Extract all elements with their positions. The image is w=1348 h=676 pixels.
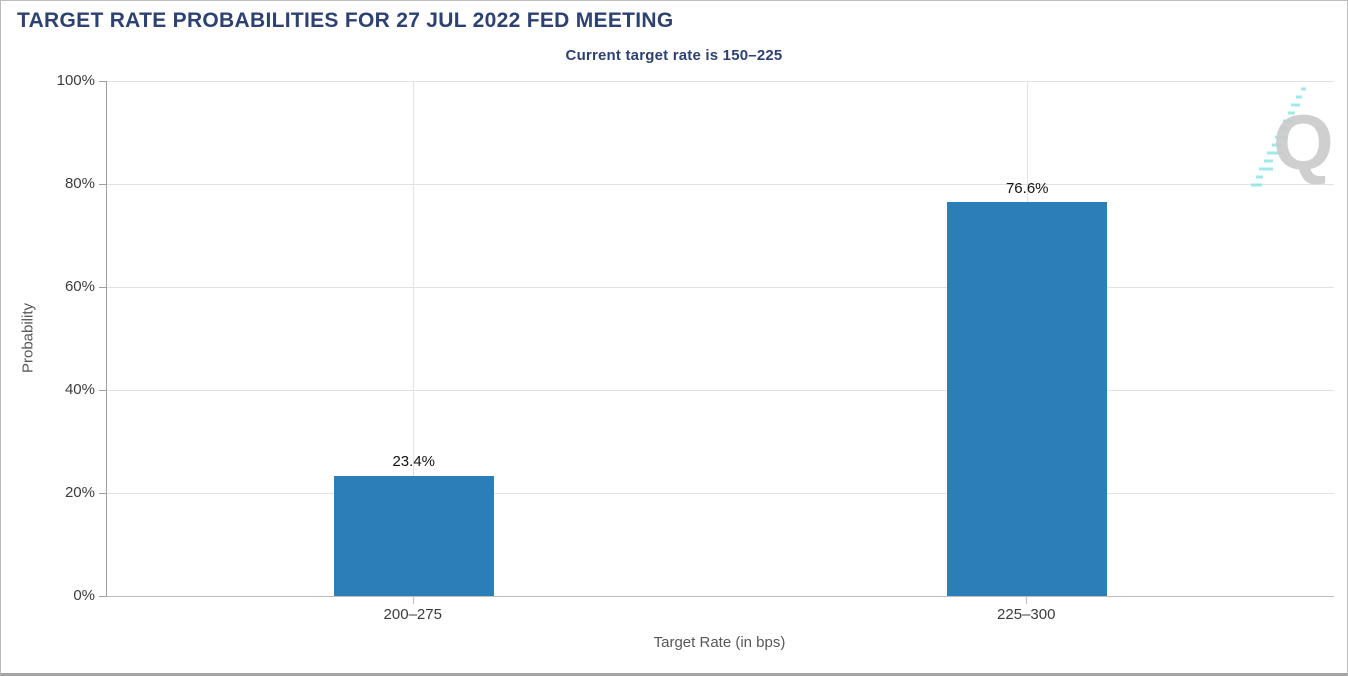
y-tick-label: 0% xyxy=(73,587,95,604)
bar-value-label: 76.6% xyxy=(1005,179,1049,197)
x-gridline xyxy=(413,81,415,596)
bar-value-label: 23.4% xyxy=(392,453,436,471)
y-tick-mark xyxy=(99,184,106,185)
y-gridline xyxy=(107,80,1334,82)
q-logo-icon: Q xyxy=(1251,87,1333,187)
y-gridline xyxy=(107,286,1334,288)
y-tick-mark xyxy=(99,287,106,288)
q-logo-speed-dashes xyxy=(1251,87,1306,187)
y-tick-label: 20% xyxy=(64,484,95,501)
y-tick-label: 40% xyxy=(64,381,95,398)
x-tick-mark xyxy=(412,597,414,604)
y-gridline xyxy=(107,389,1334,391)
chart-title: TARGET RATE PROBABILITIES FOR 27 JUL 202… xyxy=(17,9,674,32)
y-gridline xyxy=(107,183,1334,185)
chart-subtitle: Current target rate is 150–225 xyxy=(565,47,783,64)
y-tick-label: 100% xyxy=(56,72,95,89)
y-tick-mark xyxy=(99,81,106,82)
y-tick-mark xyxy=(99,493,106,494)
q-logo-letter: Q xyxy=(1273,98,1333,186)
y-tick-mark xyxy=(99,390,106,391)
x-tick-label: 225–300 xyxy=(997,606,1056,623)
y-tick-label: 80% xyxy=(64,175,95,192)
x-tick-label: 200–275 xyxy=(383,606,442,623)
y-gridline xyxy=(107,492,1334,494)
x-tick-mark xyxy=(1026,597,1028,604)
plot-area: 23.4% 76.6% xyxy=(106,80,1334,597)
y-axis-title: Probability xyxy=(19,302,37,374)
bar xyxy=(947,201,1108,596)
x-axis-title: Target Rate (in bps) xyxy=(653,634,786,651)
bar xyxy=(333,475,494,596)
y-tick-label: 60% xyxy=(64,278,95,295)
y-tick-mark xyxy=(99,596,106,597)
